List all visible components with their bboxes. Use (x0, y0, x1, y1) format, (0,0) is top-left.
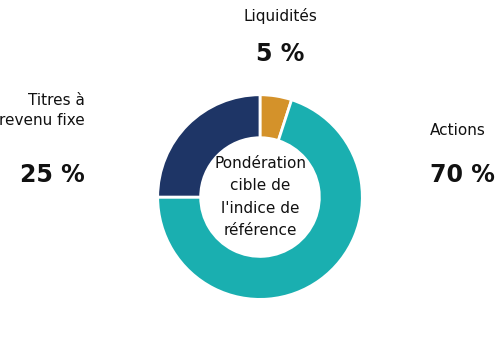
Wedge shape (158, 95, 260, 197)
Text: Actions: Actions (430, 124, 486, 138)
Text: 25 %: 25 % (20, 163, 85, 187)
Text: Titres à
revenu fixe: Titres à revenu fixe (0, 93, 85, 128)
Text: 70 %: 70 % (430, 163, 495, 187)
Wedge shape (260, 95, 292, 140)
Wedge shape (158, 100, 362, 299)
Text: Pondération
cible de
l'indice de
référence: Pondération cible de l'indice de référen… (214, 156, 306, 238)
Text: Liquidités: Liquidités (243, 8, 317, 24)
Text: 5 %: 5 % (256, 42, 304, 66)
